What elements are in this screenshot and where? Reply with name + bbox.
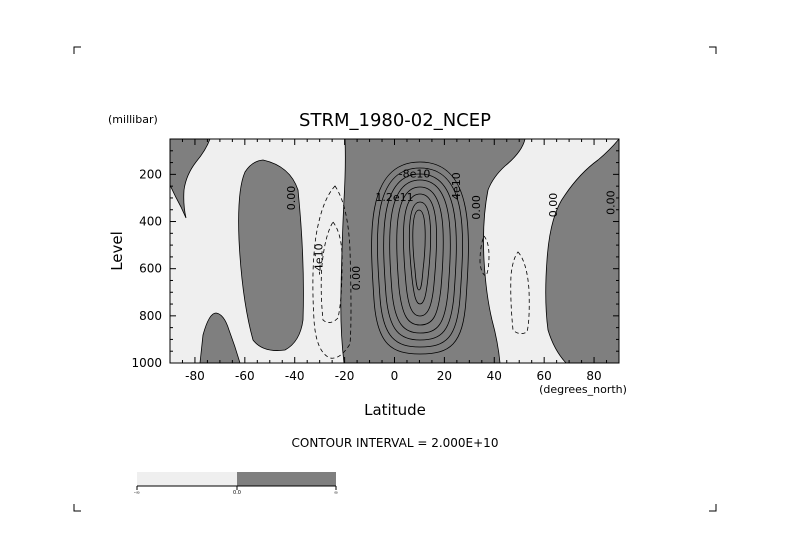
negative-contour-south-inner (320, 221, 343, 323)
contour-label: 0.00 (285, 186, 298, 211)
contour-label: 0.00 (605, 190, 618, 215)
negative-contour-north-east (510, 251, 530, 334)
x-tick-label: 40 (487, 369, 502, 383)
positive-contours (371, 161, 469, 355)
y-tick-label: 800 (139, 309, 162, 323)
y-tick-label: 600 (139, 262, 162, 276)
x-tick-label: -60 (235, 369, 255, 383)
contour-label: 0.00 (350, 266, 363, 291)
contour-label: -4e10 (313, 243, 326, 275)
colorbar-label-zero: 0.0 (233, 490, 241, 496)
x-tick-label: 60 (537, 369, 552, 383)
contour-label: 1.2e11 (375, 191, 413, 204)
chart-title: STRM_1980-02_NCEP (299, 110, 491, 131)
positive-region-bottom-left (199, 312, 241, 363)
negative-contour-north-small (479, 235, 490, 277)
positive-region-central (340, 139, 526, 363)
x-tick-label: -20 (335, 369, 355, 383)
y-units-label: (millibar) (108, 113, 158, 126)
negative-contours (312, 185, 530, 359)
colorbar: -∞ 0.0 ∞ (134, 472, 338, 496)
contour-interval-note: CONTOUR INTERVAL = 2.000E+10 (292, 436, 499, 450)
colorbar-positive-swatch (237, 472, 336, 486)
y-tick-label: 400 (139, 215, 162, 229)
colorbar-label-max: ∞ (334, 490, 338, 496)
crop-marks (73, 46, 717, 512)
contour-labels: 0.00 -4e10 0.00 -8e10 4e10 1.2e11 0.00 0.00 0.00 (285, 167, 617, 290)
colorbar-negative-swatch (137, 472, 237, 486)
positive-regions (170, 139, 619, 363)
contour-label: 0.00 (547, 193, 560, 218)
positive-region-south-cell (238, 159, 304, 351)
contour-label: 0.00 (470, 195, 483, 220)
y-axis: 200 400 600 800 1000 (131, 138, 619, 370)
negative-contour-south-outer (312, 185, 352, 359)
x-tick-label: 20 (437, 369, 452, 383)
x-axis-label: Latitude (364, 401, 426, 419)
y-tick-label: 1000 (131, 356, 162, 370)
contour-label: 4e10 (450, 172, 463, 200)
x-tick-label: 0 (391, 369, 399, 383)
x-axis: -80 -60 -40 -20 0 20 40 60 80 (169, 139, 620, 383)
positive-region-top-left (170, 139, 211, 219)
x-tick-label: -80 (185, 369, 205, 383)
plot-area (170, 139, 619, 363)
x-tick-label: -40 (285, 369, 305, 383)
x-tick-label: 80 (586, 369, 601, 383)
y-axis-label: Level (108, 231, 126, 271)
contour-label: -8e10 (399, 167, 431, 180)
positive-region-right (545, 139, 619, 363)
y-tick-label: 200 (139, 167, 162, 181)
x-units-label: (degrees_north) (539, 383, 627, 396)
colorbar-label-min: -∞ (134, 490, 140, 496)
